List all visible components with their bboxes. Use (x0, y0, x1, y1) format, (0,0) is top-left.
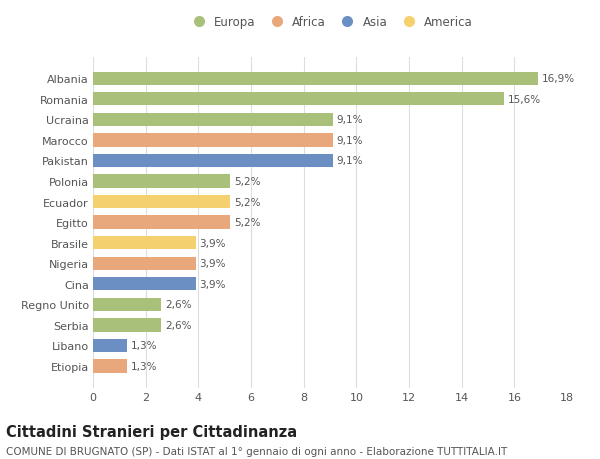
Bar (93, 359, 127, 373)
Bar (93, 113, 332, 127)
Text: 1,3%: 1,3% (131, 341, 158, 351)
Text: 16,9%: 16,9% (542, 74, 575, 84)
Text: 3,9%: 3,9% (200, 238, 226, 248)
Text: 9,1%: 9,1% (337, 135, 363, 146)
Text: 5,2%: 5,2% (234, 177, 260, 187)
Bar (93, 319, 161, 332)
Bar (93, 236, 196, 250)
Bar (93, 298, 161, 311)
Bar (93, 196, 230, 209)
Legend: Europa, Africa, Asia, America: Europa, Africa, Asia, America (185, 14, 475, 31)
Text: Cittadini Stranieri per Cittadinanza: Cittadini Stranieri per Cittadinanza (6, 425, 297, 440)
Text: COMUNE DI BRUGNATO (SP) - Dati ISTAT al 1° gennaio di ogni anno - Elaborazione T: COMUNE DI BRUGNATO (SP) - Dati ISTAT al … (6, 446, 507, 456)
Text: 5,2%: 5,2% (234, 218, 260, 228)
Bar (93, 134, 332, 147)
Bar (93, 339, 127, 353)
Text: 5,2%: 5,2% (234, 197, 260, 207)
Bar (93, 216, 230, 230)
Bar (93, 93, 504, 106)
Text: 1,3%: 1,3% (131, 361, 158, 371)
Bar (93, 175, 230, 188)
Text: 2,6%: 2,6% (166, 300, 192, 310)
Text: 3,9%: 3,9% (200, 258, 226, 269)
Bar (93, 278, 196, 291)
Bar (93, 73, 538, 86)
Text: 3,9%: 3,9% (200, 279, 226, 289)
Bar (93, 257, 196, 270)
Text: 9,1%: 9,1% (337, 156, 363, 166)
Text: 9,1%: 9,1% (337, 115, 363, 125)
Bar (93, 154, 332, 168)
Text: 2,6%: 2,6% (166, 320, 192, 330)
Text: 15,6%: 15,6% (508, 95, 541, 105)
